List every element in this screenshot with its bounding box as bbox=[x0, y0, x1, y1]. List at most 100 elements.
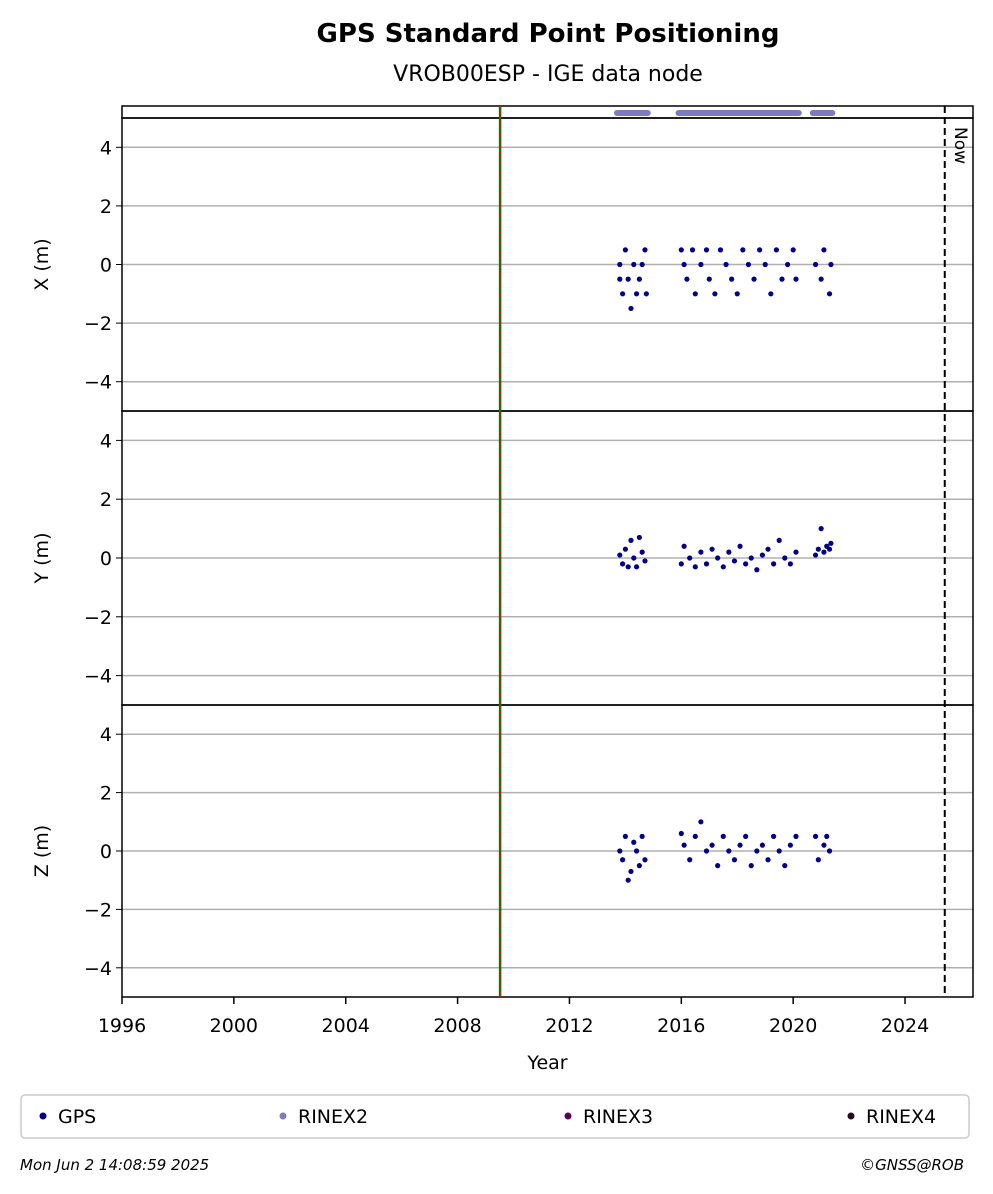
data-point bbox=[821, 842, 827, 848]
data-point bbox=[787, 842, 793, 848]
data-point bbox=[776, 848, 782, 854]
data-point bbox=[689, 247, 696, 253]
y-tick-label: 0 bbox=[100, 841, 112, 863]
data-point bbox=[720, 833, 726, 840]
data-point bbox=[631, 555, 637, 561]
data-point bbox=[771, 833, 777, 840]
data-point bbox=[619, 561, 626, 567]
data-point bbox=[642, 558, 648, 564]
legend-label: RINEX4 bbox=[866, 1106, 936, 1128]
x-tick-label: 2000 bbox=[210, 1015, 258, 1037]
legend-marker bbox=[39, 1112, 47, 1120]
data-point bbox=[737, 543, 743, 549]
y-axis-label: Z (m) bbox=[31, 825, 53, 877]
x-tick-label: 2016 bbox=[657, 1015, 705, 1037]
data-point bbox=[790, 247, 796, 253]
timestamp: Mon Jun 2 14:08:59 2025 bbox=[20, 1156, 209, 1174]
data-point bbox=[639, 549, 645, 555]
data-point bbox=[748, 863, 754, 869]
data-point bbox=[622, 247, 628, 253]
data-point bbox=[703, 848, 710, 854]
y-tick-label: −2 bbox=[84, 607, 112, 629]
data-point bbox=[628, 537, 634, 543]
data-point bbox=[726, 848, 732, 854]
data-point bbox=[678, 561, 684, 567]
x-axis-label: Year bbox=[526, 1052, 567, 1074]
data-point bbox=[743, 561, 749, 567]
data-point bbox=[759, 552, 766, 558]
data-point bbox=[706, 276, 712, 282]
data-point bbox=[765, 546, 771, 552]
data-point bbox=[712, 291, 718, 297]
data-point bbox=[818, 276, 824, 282]
data-point bbox=[793, 549, 799, 555]
data-point bbox=[715, 863, 721, 869]
y-tick-label: 2 bbox=[100, 489, 112, 511]
data-point bbox=[636, 534, 642, 541]
legend-label: GPS bbox=[58, 1106, 96, 1128]
x-tick-label: 1996 bbox=[98, 1015, 146, 1037]
data-point bbox=[793, 276, 799, 282]
data-point bbox=[826, 848, 833, 854]
data-point bbox=[692, 564, 698, 570]
data-point bbox=[768, 291, 774, 297]
data-point bbox=[698, 549, 704, 555]
x-tick-label: 2024 bbox=[881, 1015, 929, 1037]
data-point bbox=[633, 291, 640, 297]
y-tick-label: −2 bbox=[84, 313, 112, 335]
data-point bbox=[748, 555, 754, 561]
data-point bbox=[782, 863, 788, 869]
data-point bbox=[812, 833, 819, 840]
y-tick-label: −4 bbox=[84, 372, 112, 394]
data-point bbox=[709, 546, 715, 552]
legend-marker bbox=[564, 1112, 572, 1120]
y-tick-label: 4 bbox=[100, 724, 112, 746]
data-point bbox=[619, 857, 626, 863]
data-point bbox=[782, 555, 788, 561]
data-point bbox=[617, 261, 623, 268]
data-point bbox=[639, 261, 645, 268]
data-point bbox=[754, 848, 760, 854]
availability-frame bbox=[121, 105, 974, 119]
y-tick-label: −2 bbox=[84, 899, 112, 921]
data-point bbox=[751, 276, 757, 282]
data-point bbox=[731, 558, 738, 564]
data-point bbox=[720, 564, 726, 570]
data-point bbox=[737, 842, 743, 848]
data-point bbox=[643, 291, 649, 297]
data-point bbox=[639, 833, 645, 840]
y-tick-label: 2 bbox=[100, 783, 112, 805]
data-point bbox=[821, 247, 827, 253]
data-point bbox=[734, 291, 740, 297]
x-tick-label: 2004 bbox=[322, 1015, 370, 1037]
data-point bbox=[776, 537, 782, 543]
data-point bbox=[826, 291, 833, 297]
x-tick-label: 2020 bbox=[769, 1015, 817, 1037]
data-point bbox=[631, 261, 637, 268]
data-point bbox=[636, 863, 642, 869]
data-point bbox=[692, 833, 698, 840]
data-point bbox=[815, 546, 821, 552]
now-label: Now bbox=[950, 127, 970, 164]
data-point bbox=[773, 247, 780, 253]
data-point bbox=[631, 839, 637, 845]
data-point bbox=[757, 247, 763, 253]
data-point bbox=[731, 857, 738, 863]
data-point bbox=[828, 261, 834, 268]
data-point bbox=[717, 247, 724, 253]
data-point bbox=[812, 552, 819, 558]
data-point bbox=[729, 276, 735, 282]
data-point bbox=[740, 247, 746, 253]
data-point bbox=[633, 848, 640, 854]
data-point bbox=[715, 555, 721, 561]
y-axis-label: X (m) bbox=[31, 238, 53, 290]
data-point bbox=[793, 833, 799, 840]
data-point bbox=[625, 877, 631, 883]
data-point bbox=[726, 549, 732, 555]
legend-label: RINEX3 bbox=[583, 1106, 653, 1128]
data-point bbox=[681, 543, 687, 549]
data-point bbox=[622, 546, 628, 552]
data-point bbox=[642, 247, 648, 253]
x-tick-label: 2012 bbox=[545, 1015, 593, 1037]
